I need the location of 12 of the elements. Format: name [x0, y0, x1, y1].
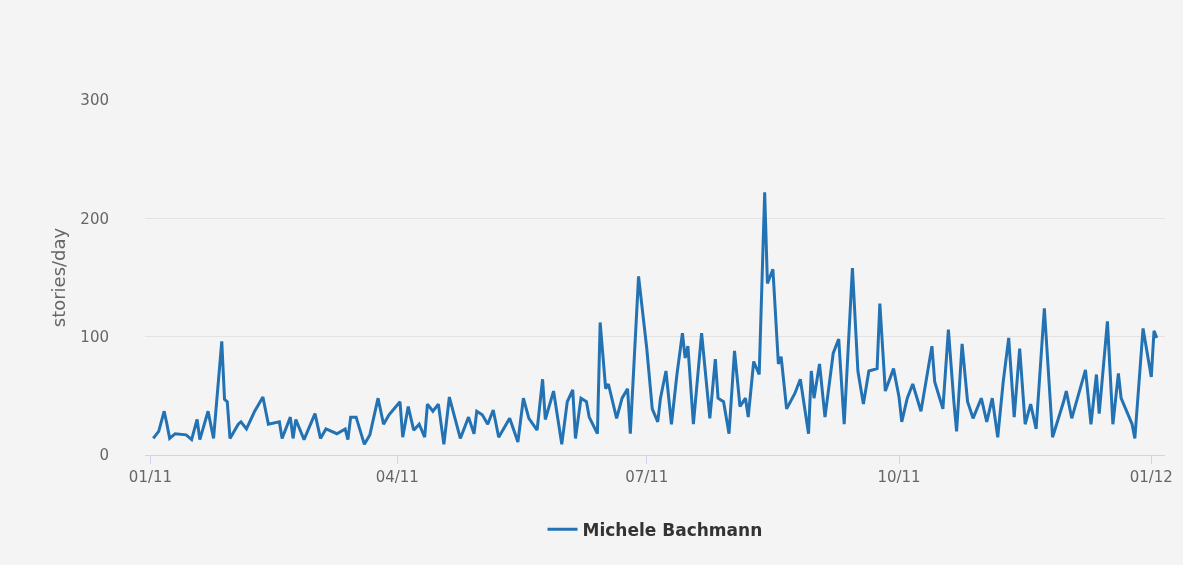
legend-label: Michele Bachmann — [582, 519, 763, 540]
y-tick-label: 0 — [99, 446, 109, 465]
line-series — [151, 190, 1159, 446]
x-tick-label: 01/12 — [1129, 468, 1173, 486]
y-axis-title: stories/day — [47, 227, 69, 328]
x-tick-label: 01/11 — [128, 468, 173, 486]
x-tick-label: 10/11 — [877, 468, 921, 486]
y-tick-label: 200 — [80, 209, 109, 228]
y-tick-label: 300 — [80, 91, 109, 110]
x-tick-label: 07/11 — [625, 468, 669, 486]
x-tick-label: 04/11 — [375, 468, 419, 486]
y-tick-label: 100 — [80, 327, 109, 346]
